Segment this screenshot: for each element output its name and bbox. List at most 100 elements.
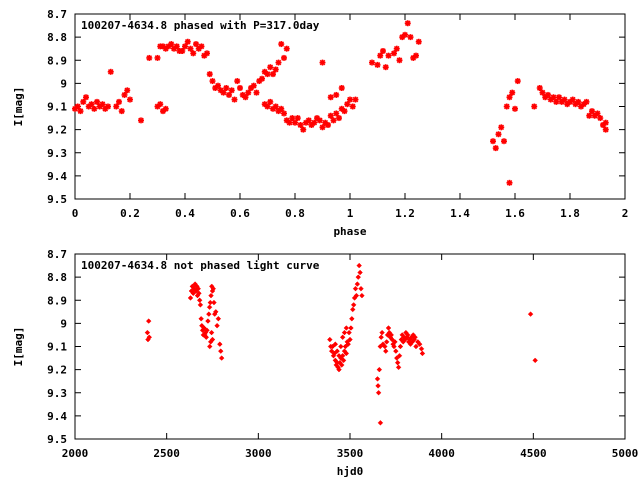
data-point <box>330 117 337 124</box>
x-tick-label: 1.4 <box>450 207 470 220</box>
data-point <box>208 292 214 299</box>
y-tick-label: 9.1 <box>47 101 67 114</box>
data-point <box>346 329 352 336</box>
data-point <box>203 334 210 341</box>
data-point <box>118 108 125 115</box>
data-point <box>338 362 345 368</box>
data-point <box>286 119 293 126</box>
data-point <box>561 96 568 103</box>
data-point <box>289 115 296 122</box>
y-tick-label: 9.1 <box>47 341 67 354</box>
data-point <box>297 122 304 128</box>
data-point <box>495 131 502 138</box>
data-point <box>264 71 271 78</box>
data-point <box>404 20 411 27</box>
data-point <box>391 343 397 350</box>
data-point <box>343 350 350 357</box>
data-point <box>206 343 213 350</box>
data-point <box>144 329 151 336</box>
data-point <box>228 87 235 94</box>
data-point <box>88 101 95 108</box>
data-point <box>179 48 186 54</box>
data-point <box>514 78 521 85</box>
data-point <box>217 341 223 347</box>
data-point <box>341 108 348 115</box>
x-tick-label: 4000 <box>428 447 455 460</box>
x-axis-label: hjd0 <box>337 465 364 478</box>
x-tick-label: 0.4 <box>175 207 195 220</box>
data-point <box>594 110 601 117</box>
data-point <box>356 262 362 269</box>
data-point <box>338 85 345 91</box>
data-point <box>575 98 582 105</box>
data-point <box>242 94 249 101</box>
x-tick-label: 0.8 <box>285 207 305 220</box>
data-point <box>509 89 516 96</box>
data-point <box>77 108 84 115</box>
data-point <box>272 66 279 73</box>
data-point <box>204 327 210 334</box>
data-point <box>498 124 505 131</box>
y-tick-label: 9.3 <box>47 387 67 400</box>
y-tick-label: 9.2 <box>47 124 67 137</box>
data-point <box>413 343 419 350</box>
data-point <box>374 376 381 382</box>
data-point <box>146 54 153 61</box>
chart-title: 100207-4634.8 not phased light curve <box>81 259 320 272</box>
data-point <box>357 269 363 276</box>
data-point <box>382 348 389 354</box>
data-point <box>377 420 384 426</box>
y-tick-label: 8.9 <box>47 294 67 307</box>
data-point <box>146 334 153 341</box>
data-point <box>319 59 326 66</box>
data-point <box>350 302 357 308</box>
phased-light-curve-chart: 0 0.2 0.4 0.6 0.8 1 1.2 1.4 1.6 1.8 2 8.7 8.8 8.9 9 9.1… <box>12 8 628 238</box>
data-point <box>349 315 355 322</box>
x-tick-label: 2000 <box>62 447 89 460</box>
data-point <box>207 299 214 306</box>
data-point <box>281 110 287 117</box>
y-axis-label: I[mag] <box>12 87 25 127</box>
data-point <box>531 103 538 110</box>
data-point <box>378 334 384 341</box>
x-tick-label: 0.2 <box>120 207 140 220</box>
data-point <box>349 306 356 313</box>
data-point <box>187 295 194 301</box>
data-point <box>545 91 551 98</box>
data-point <box>157 101 164 108</box>
y-tick-label: 9.4 <box>47 170 67 183</box>
data-point <box>264 103 271 110</box>
data-point <box>91 105 98 112</box>
data-point <box>162 105 169 112</box>
data-point <box>205 318 211 324</box>
data-point <box>374 61 381 68</box>
data-point <box>339 352 346 359</box>
data-point <box>278 105 285 112</box>
data-point <box>197 302 204 308</box>
data-point <box>404 332 411 338</box>
data-point <box>536 85 543 91</box>
data-point <box>369 59 375 66</box>
data-point <box>283 45 290 52</box>
data-point <box>209 336 216 343</box>
data-point <box>344 101 351 108</box>
data-point <box>267 64 274 71</box>
x-tick-label: 0.6 <box>230 207 250 220</box>
data-point <box>196 290 202 297</box>
data-point <box>217 348 224 354</box>
plot-frame <box>74 253 626 440</box>
data-point <box>355 274 362 280</box>
data-point <box>195 285 201 292</box>
x-tick-label: 2500 <box>153 447 180 460</box>
y-tick-label: 8.9 <box>47 54 67 67</box>
data-point <box>336 352 342 359</box>
data-point <box>121 91 128 98</box>
data-point <box>394 359 401 366</box>
data-point <box>196 297 203 304</box>
data-point <box>333 91 340 98</box>
y-tick-label: 8.7 <box>47 8 67 21</box>
data-point <box>375 389 382 396</box>
data-point <box>345 341 351 347</box>
data-point <box>116 98 122 105</box>
